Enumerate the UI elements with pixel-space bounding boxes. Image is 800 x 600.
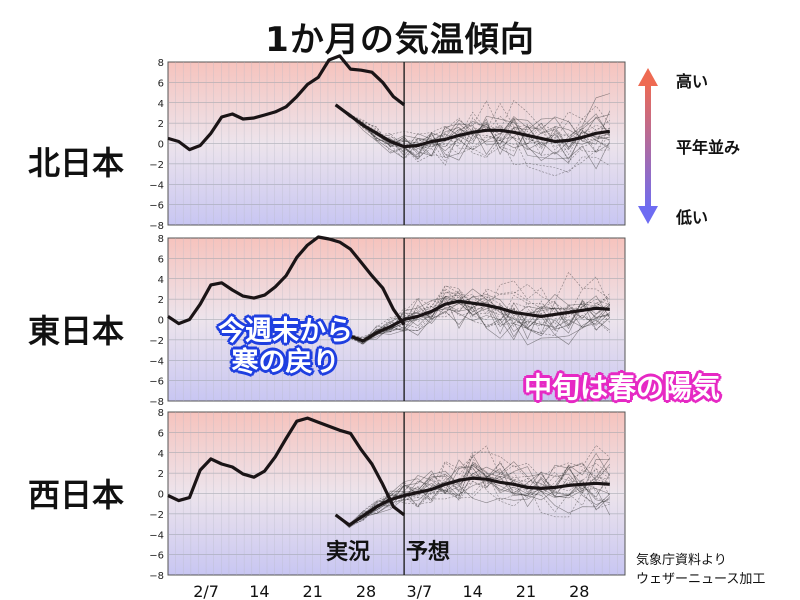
ensemble-member-line (335, 465, 610, 525)
y-tick-label: 4 (158, 449, 164, 460)
legend-normal-label: 平年並み (676, 138, 741, 157)
annotation-cold-return-line2: 寒の戻り (231, 347, 340, 379)
ensemble-member-line (335, 293, 610, 345)
y-tick-label: 0 (158, 140, 164, 151)
y-tick-label: 2 (158, 469, 164, 480)
source-note: 気象庁資料より ウェザーニュース加工 (636, 552, 765, 590)
forecast-label: 予想 (406, 540, 451, 565)
ensemble-member-line (335, 104, 610, 154)
y-tick-label: 0 (158, 490, 164, 501)
y-tick-label: −8 (149, 397, 164, 408)
ensemble-member-line (335, 104, 610, 160)
y-tick-label: −8 (149, 571, 164, 582)
chart-panel-2: 8 6 4 2 0 −2 −4 −6 −8 2/7 14 21 28 3/7 14 21 28 (149, 408, 626, 600)
ensemble-member-line (335, 461, 611, 526)
y-tick-label: −8 (149, 221, 164, 232)
x-tick-label: 21 (303, 582, 323, 600)
x-tick-label: 2/7 (193, 582, 219, 600)
x-tick-label: 14 (462, 582, 482, 600)
y-tick-label: −2 (149, 160, 164, 171)
y-tick-label: −2 (149, 336, 164, 347)
ensemble-member-line (335, 445, 610, 525)
region-label-west: 西日本 (28, 476, 125, 514)
y-tick-label: 8 (158, 408, 164, 419)
y-tick-label: 2 (158, 119, 164, 130)
y-tick-label: −6 (149, 201, 164, 212)
y-tick-label: 8 (158, 58, 164, 69)
annotation-cold-return: 今週末から 寒の戻り (218, 316, 353, 378)
x-tick-label: 21 (516, 582, 536, 600)
x-tick-label: 28 (356, 582, 376, 600)
y-tick-label: 6 (158, 254, 164, 265)
observed-line (167, 235, 406, 326)
legend-arrow-up-icon (638, 68, 658, 86)
y-tick-label: 4 (158, 99, 164, 110)
ensemble-member-line (335, 299, 611, 341)
forecast-mean-line (334, 476, 610, 527)
chart-title: 1か月の気温傾向 (265, 20, 535, 60)
ensemble-member-line (335, 104, 611, 163)
forecast-mean-line (334, 299, 610, 343)
observed-line (167, 54, 406, 152)
y-tick-label: −4 (149, 530, 164, 541)
y-tick-label: −6 (149, 551, 164, 562)
y-tick-label: 0 (158, 316, 164, 327)
y-tick-label: −4 (149, 180, 164, 191)
x-tick-label: 14 (249, 582, 269, 600)
ensemble-member-line (335, 283, 610, 341)
y-tick-label: 8 (158, 234, 164, 245)
forecast-mean-line (334, 103, 611, 149)
region-label-north: 北日本 (28, 144, 125, 182)
source-line1: 気象庁資料より (636, 553, 727, 568)
chart-panel-0: 8 6 4 2 0 −2 −4 −6 −8 (149, 54, 626, 232)
annotation-cold-return-line1: 今週末から (218, 316, 353, 347)
ensemble-member-line (335, 104, 610, 155)
y-tick-label: 6 (158, 428, 164, 439)
y-tick-label: −6 (149, 377, 164, 388)
legend-low-label: 低い (676, 208, 709, 227)
ensemble-member-line (335, 452, 611, 525)
chart-panel-1: 8 6 4 2 0 −2 −4 −6 −8 (149, 234, 626, 408)
legend-high-label: 高い (676, 72, 709, 91)
observed-label: 実況 (326, 540, 371, 565)
x-tick-label: 28 (569, 582, 589, 600)
y-tick-label: 6 (158, 78, 164, 89)
ensemble-member-line (335, 460, 611, 526)
legend-arrow-down-icon (638, 206, 658, 224)
y-tick-label: −4 (149, 356, 164, 367)
ensemble-member-line (335, 458, 610, 525)
legend-arrow-shaft (645, 82, 651, 210)
ensemble-member-line (335, 296, 610, 344)
y-tick-label: −2 (149, 510, 164, 521)
source-line2: ウェザーニュース加工 (636, 571, 766, 587)
ensemble-member-line (335, 288, 611, 339)
ensemble-member-line (335, 465, 610, 528)
ensemble-member-line (335, 463, 610, 525)
y-tick-label: 4 (158, 275, 164, 286)
x-tick-label: 3/7 (406, 582, 432, 600)
region-label-east: 東日本 (28, 312, 125, 350)
observed-line (167, 416, 406, 517)
annotation-spring-warmth: 中旬は春の陽気 (524, 371, 721, 404)
ensemble-member-line (335, 104, 611, 159)
y-tick-label: 2 (158, 295, 164, 306)
